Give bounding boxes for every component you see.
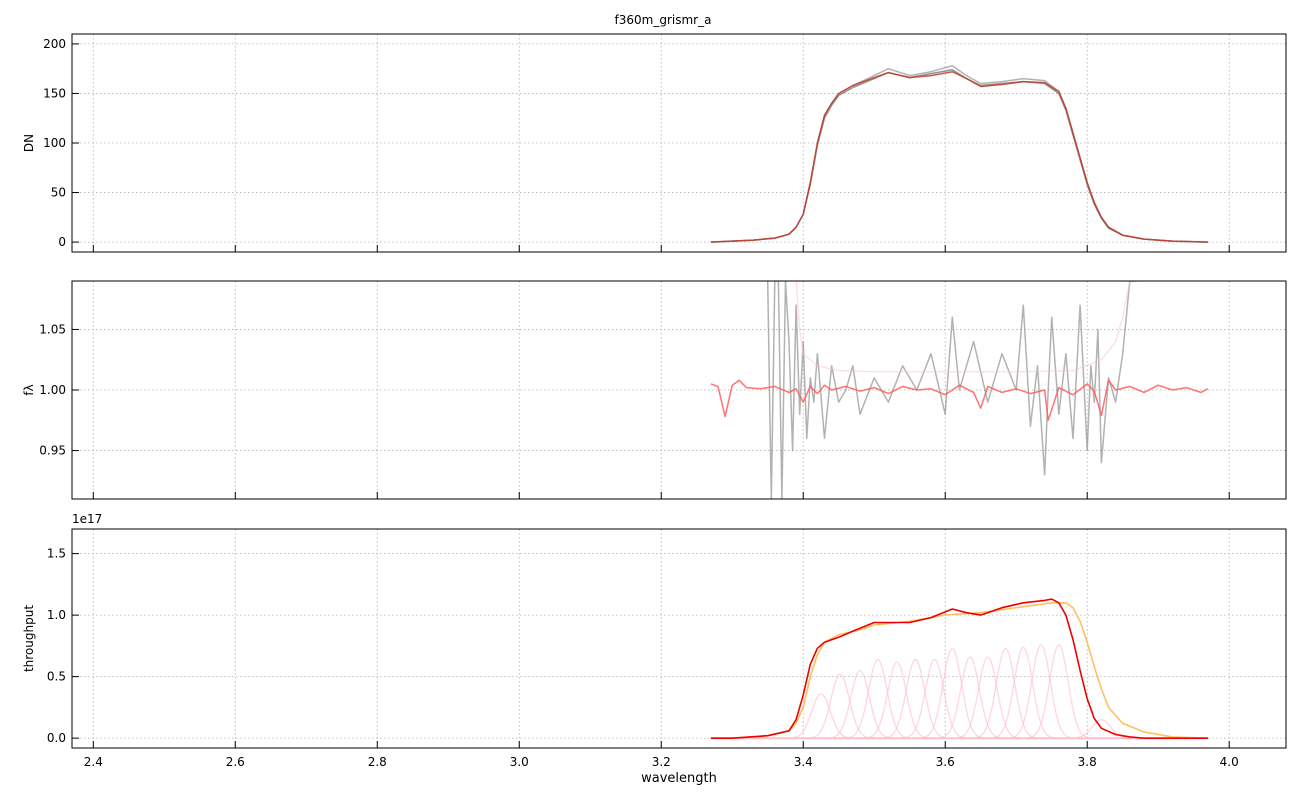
y-tick-label: 1.05 [39, 322, 66, 336]
series-line-envelope-pink [795, 281, 1131, 373]
y-tick-label: 0 [58, 235, 66, 249]
x-tick-label: 3.6 [936, 755, 955, 769]
y-tick-label: 1.00 [39, 383, 66, 397]
y-tick-label: 0.0 [47, 731, 66, 745]
series-line-ratio-model [710, 379, 1209, 422]
x-tick-label: 2.8 [368, 755, 387, 769]
x-tick-label: 3.4 [794, 755, 813, 769]
panel-throughput: 2.4 2.6 2.8 3.0 3.2 3.4 3.6 3.8 4.0 0.0 0.5 1.0 1.5 t… [22, 512, 1287, 769]
plot-area [710, 281, 1209, 499]
y-tick-label: 150 [43, 86, 66, 100]
panel-dn: 0 50 100 150 200 DN [22, 33, 1287, 253]
x-tick-label: 2.4 [84, 755, 103, 769]
x-axis-label: wavelength [641, 771, 717, 786]
y-offset-text: 1e17 [72, 512, 102, 526]
series-line-data-ratio-gray [766, 281, 1137, 499]
series-line-model [710, 70, 1208, 243]
y-tick-label: 1.0 [47, 608, 66, 622]
y-axis-label: fλ [22, 384, 36, 395]
x-tick-label: 3.0 [510, 755, 529, 769]
y-axis-label: throughput [22, 605, 36, 672]
y-tick-label: 1.5 [47, 547, 66, 561]
series-line-total-red [710, 598, 1208, 740]
panel-flambda: 0.95 1.00 1.05 fλ [22, 280, 1287, 500]
y-axis-label: DN [22, 134, 36, 152]
y-tick-label: 0.95 [39, 444, 66, 458]
axes-frame [71, 528, 1287, 749]
y-tick-label: 100 [43, 136, 66, 150]
plot-area [710, 64, 1208, 243]
y-tick-label: 200 [43, 37, 66, 51]
x-tick-label: 4.0 [1220, 755, 1239, 769]
y-tick-label: 0.5 [47, 670, 66, 684]
y-tick-label: 50 [51, 186, 66, 200]
x-tick-label: 3.8 [1078, 755, 1097, 769]
figure-title: f360m_grismr_a [615, 13, 712, 27]
series-line-orange-envelope [710, 601, 1208, 740]
x-tick-label: 3.2 [652, 755, 671, 769]
x-tick-label: 2.6 [226, 755, 245, 769]
plot-area [710, 598, 1208, 740]
